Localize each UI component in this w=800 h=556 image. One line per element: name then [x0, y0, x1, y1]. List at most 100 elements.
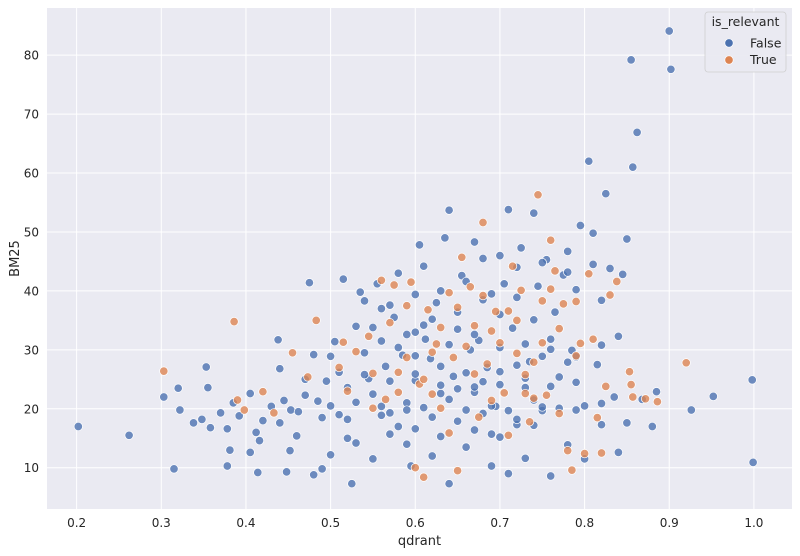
- data-point-false: [440, 233, 450, 243]
- data-point-false: [622, 234, 632, 244]
- data-point-false: [563, 246, 573, 256]
- data-point-false: [580, 401, 590, 411]
- data-point-false: [258, 416, 268, 426]
- data-point-false: [601, 189, 611, 199]
- data-point-false: [686, 405, 696, 415]
- data-point-false: [251, 427, 261, 437]
- data-point-false: [414, 240, 425, 250]
- data-point-true: [436, 403, 446, 413]
- data-point-true: [588, 334, 598, 344]
- data-point-false: [385, 376, 395, 386]
- data-point-false: [747, 375, 757, 385]
- data-point-false: [351, 321, 361, 331]
- data-point-false: [376, 336, 386, 346]
- x-tick-label: 0.3: [152, 516, 171, 530]
- data-point-false: [419, 261, 429, 271]
- data-point-false: [444, 479, 454, 489]
- data-point-false: [376, 410, 386, 420]
- data-point-false: [402, 329, 412, 340]
- data-point-false: [376, 304, 386, 314]
- data-point-false: [410, 369, 420, 379]
- data-point-true: [486, 395, 497, 406]
- data-point-true: [457, 252, 467, 262]
- data-point-true: [419, 374, 429, 384]
- data-point-true: [486, 326, 497, 336]
- data-point-true: [495, 338, 505, 348]
- data-point-false: [666, 64, 676, 74]
- data-point-true: [453, 302, 463, 312]
- data-point-false: [520, 339, 530, 349]
- series-true: [159, 190, 691, 482]
- data-point-true: [520, 370, 530, 380]
- data-point-true: [423, 305, 433, 315]
- data-point-true: [512, 348, 522, 358]
- data-point-false: [486, 429, 497, 439]
- data-point-false: [651, 387, 662, 397]
- data-point-false: [461, 442, 471, 452]
- data-point-false: [596, 340, 607, 350]
- data-point-true: [364, 331, 374, 341]
- data-point-false: [512, 414, 522, 424]
- data-point-true: [584, 269, 594, 279]
- data-point-false: [347, 479, 357, 489]
- data-point-true: [567, 465, 577, 475]
- y-tick-label: 20: [24, 402, 39, 416]
- data-point-false: [282, 467, 292, 477]
- data-point-false: [420, 334, 430, 344]
- data-point-true: [427, 347, 437, 357]
- data-point-false: [529, 315, 539, 325]
- data-point-false: [321, 376, 331, 386]
- data-point-true: [469, 369, 480, 379]
- data-point-false: [546, 471, 556, 481]
- data-point-false: [73, 421, 83, 432]
- data-point-false: [588, 228, 598, 238]
- data-point-false: [359, 370, 370, 380]
- data-point-false: [410, 289, 420, 300]
- data-point-false: [292, 431, 302, 441]
- data-point-false: [495, 251, 505, 261]
- data-point-false: [225, 445, 235, 455]
- data-point-true: [453, 466, 463, 476]
- data-point-false: [355, 287, 365, 297]
- data-point-false: [554, 372, 564, 382]
- x-tick-label: 0.7: [490, 516, 509, 530]
- data-point-true: [628, 392, 638, 402]
- data-point-true: [444, 288, 454, 298]
- data-point-true: [431, 339, 441, 349]
- data-point-true: [529, 393, 539, 403]
- data-point-false: [427, 412, 437, 422]
- data-point-true: [516, 285, 526, 295]
- data-point-false: [436, 388, 446, 399]
- data-point-false: [461, 368, 471, 378]
- data-point-true: [159, 366, 169, 376]
- data-point-false: [469, 382, 480, 392]
- x-tick-labels: 0.2 0.3 0.4 0.5 0.6 0.7 0.8 0.9 1.0: [67, 516, 763, 530]
- data-point-false: [175, 405, 185, 415]
- legend-box: [704, 11, 787, 73]
- data-point-false: [436, 380, 446, 390]
- data-point-true: [402, 301, 412, 311]
- data-point-true: [389, 280, 399, 290]
- data-point-false: [410, 327, 420, 337]
- data-point-true: [482, 359, 492, 369]
- data-point-true: [499, 388, 509, 398]
- data-point-false: [169, 464, 179, 474]
- data-point-false: [222, 461, 232, 471]
- data-point-true: [406, 277, 416, 287]
- x-tick-label: 0.9: [660, 516, 679, 530]
- data-point-false: [444, 394, 454, 404]
- data-point-true: [541, 390, 552, 400]
- data-point-false: [359, 296, 370, 306]
- data-point-false: [613, 331, 623, 341]
- data-point-false: [393, 421, 403, 432]
- x-tick-label: 0.4: [236, 516, 255, 530]
- data-point-true: [571, 351, 581, 361]
- data-point-false: [609, 392, 619, 402]
- data-point-false: [486, 461, 497, 471]
- data-point-false: [376, 401, 386, 411]
- data-point-false: [571, 285, 581, 295]
- data-point-false: [571, 377, 581, 387]
- data-point-true: [338, 337, 348, 347]
- data-point-false: [205, 423, 215, 433]
